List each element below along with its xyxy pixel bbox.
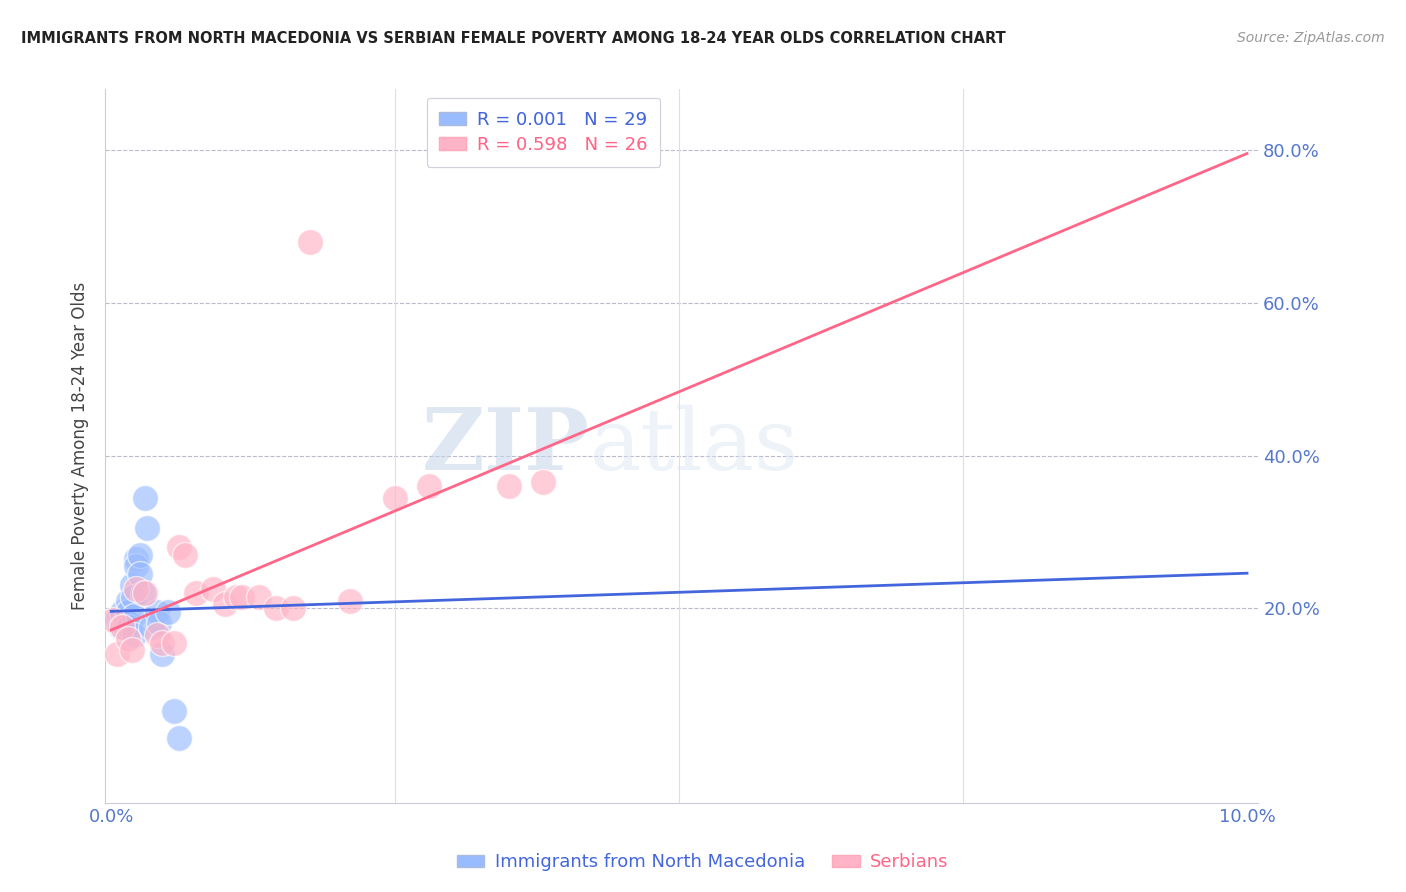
- Point: [111, 620, 134, 634]
- Point: [121, 590, 143, 604]
- Point: [169, 731, 191, 745]
- Legend: Immigrants from North Macedonia, Serbians: Immigrants from North Macedonia, Serbian…: [450, 847, 956, 879]
- Point: [125, 551, 148, 566]
- Point: [186, 586, 208, 600]
- Point: [156, 605, 179, 619]
- Point: [118, 620, 141, 634]
- Point: [281, 601, 304, 615]
- Point: [139, 620, 162, 634]
- Point: [114, 620, 136, 634]
- Point: [247, 590, 270, 604]
- Point: [128, 566, 150, 581]
- Point: [121, 578, 143, 592]
- Legend: R = 0.001   N = 29, R = 0.598   N = 26: R = 0.001 N = 29, R = 0.598 N = 26: [426, 98, 661, 167]
- Point: [298, 235, 321, 249]
- Point: [125, 559, 148, 574]
- Text: atlas: atlas: [589, 404, 799, 488]
- Point: [214, 598, 236, 612]
- Point: [145, 605, 167, 619]
- Text: ZIP: ZIP: [422, 404, 589, 488]
- Point: [118, 616, 141, 631]
- Point: [162, 635, 184, 649]
- Point: [117, 593, 139, 607]
- Point: [125, 582, 148, 596]
- Point: [117, 632, 139, 646]
- Point: [105, 647, 128, 661]
- Point: [110, 620, 132, 634]
- Point: [128, 548, 150, 562]
- Point: [132, 586, 155, 600]
- Point: [122, 608, 145, 623]
- Point: [202, 582, 225, 596]
- Point: [145, 628, 167, 642]
- Point: [111, 605, 134, 619]
- Point: [162, 704, 184, 718]
- Text: Source: ZipAtlas.com: Source: ZipAtlas.com: [1237, 31, 1385, 45]
- Point: [134, 586, 156, 600]
- Point: [264, 601, 287, 615]
- Point: [339, 593, 361, 607]
- Point: [531, 475, 554, 490]
- Point: [150, 635, 173, 649]
- Point: [105, 613, 128, 627]
- Point: [174, 548, 197, 562]
- Point: [384, 491, 406, 505]
- Text: IMMIGRANTS FROM NORTH MACEDONIA VS SERBIAN FEMALE POVERTY AMONG 18-24 YEAR OLDS : IMMIGRANTS FROM NORTH MACEDONIA VS SERBI…: [21, 31, 1005, 46]
- Point: [136, 521, 159, 535]
- Point: [418, 479, 440, 493]
- Point: [169, 540, 191, 554]
- Point: [231, 590, 253, 604]
- Point: [148, 616, 170, 631]
- Point: [225, 590, 247, 604]
- Point: [115, 613, 138, 627]
- Point: [117, 605, 139, 619]
- Y-axis label: Female Poverty Among 18-24 Year Olds: Female Poverty Among 18-24 Year Olds: [72, 282, 90, 610]
- Point: [111, 620, 134, 634]
- Point: [150, 647, 173, 661]
- Point: [134, 491, 156, 505]
- Point: [498, 479, 520, 493]
- Point: [114, 616, 136, 631]
- Point: [122, 628, 145, 642]
- Point: [121, 643, 143, 657]
- Point: [103, 613, 125, 627]
